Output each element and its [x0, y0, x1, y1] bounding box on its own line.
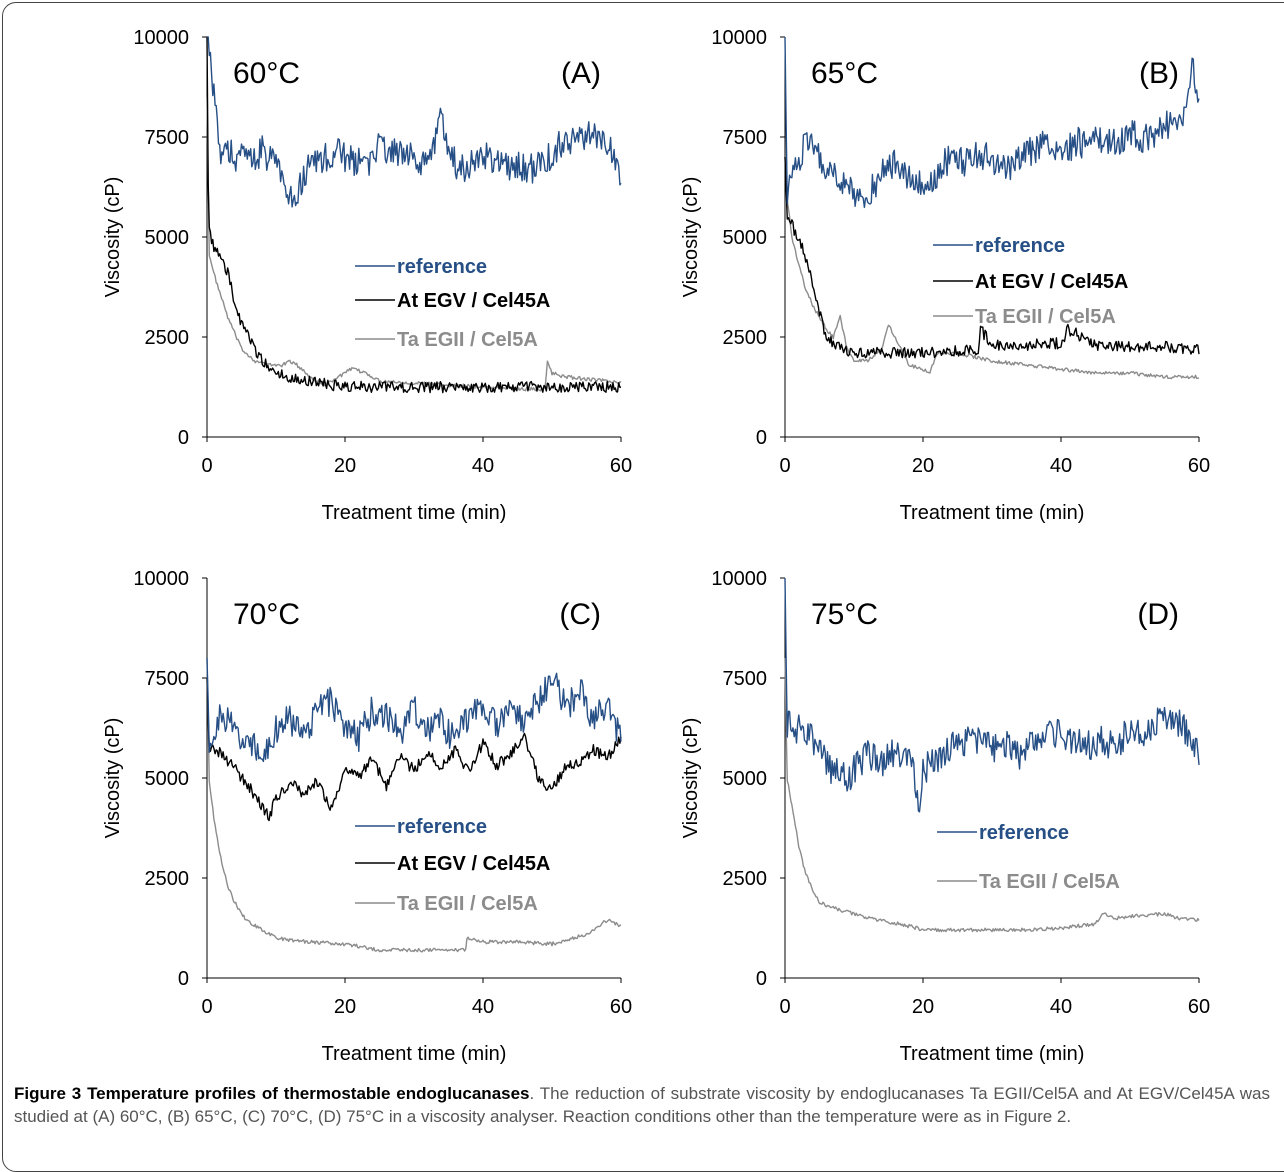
panel-letter: (B) — [1139, 57, 1179, 90]
panel-letter: (A) — [561, 57, 601, 90]
y-tick-label: 2500 — [145, 868, 190, 890]
legend-label: reference — [975, 235, 1065, 257]
legend-label: At EGV / Cel45A — [975, 271, 1128, 293]
x-tick-label: 40 — [472, 455, 494, 477]
series-line-ta-egii-cel5a — [784, 657, 1200, 933]
y-tick-label: 2500 — [145, 327, 190, 349]
chart-panel-c: 0 2500 5000 7500 10000 0 20 40 60 Treatment time … — [102, 568, 632, 1065]
x-tick-label: 40 — [472, 996, 494, 1018]
temperature-label: 75°C — [811, 598, 878, 631]
x-tick-label: 0 — [201, 996, 212, 1018]
y-tick-label: 0 — [756, 968, 767, 990]
y-axis-title: Viscosity (cP) — [102, 718, 124, 839]
y-tick-label: 7500 — [145, 668, 190, 690]
x-tick-label: 20 — [334, 996, 356, 1018]
series-line-ta-egii-cel5a — [784, 156, 1200, 380]
x-axis-title: Treatment time (min) — [322, 502, 507, 524]
chart-panel-d: 0 2500 5000 7500 10000 0 20 40 60 Treatment time … — [680, 568, 1210, 1065]
x-axis-title: Treatment time (min) — [900, 1043, 1085, 1065]
y-tick-label: 10000 — [133, 27, 189, 49]
y-tick-label: 2500 — [723, 327, 768, 349]
legend-label: reference — [979, 822, 1069, 844]
x-tick-label: 40 — [1050, 455, 1072, 477]
y-tick-label: 7500 — [723, 127, 768, 149]
y-tick-label: 2500 — [723, 868, 768, 890]
x-tick-label: 0 — [779, 455, 790, 477]
y-axis-title: Viscosity (cP) — [102, 177, 124, 298]
x-tick-label: 60 — [1188, 996, 1210, 1018]
y-tick-label: 10000 — [711, 568, 767, 590]
legend-label: Ta EGII / Cel5A — [397, 329, 538, 351]
x-tick-label: 0 — [201, 455, 212, 477]
y-tick-label: 0 — [178, 968, 189, 990]
y-tick-label: 7500 — [723, 668, 768, 690]
legend-label: reference — [397, 816, 487, 838]
chart-panel-a: 0 2500 5000 7500 10000 0 20 40 60 Treatment time … — [102, 27, 632, 524]
series-line-ta-egii-cel5a — [206, 96, 622, 392]
figure-caption: Figure 3 Temperature profiles of thermos… — [14, 1082, 1270, 1128]
x-tick-label: 60 — [1188, 455, 1210, 477]
y-tick-label: 5000 — [145, 227, 190, 249]
series-line-at-egv-cel45a — [206, 677, 622, 822]
legend-label: reference — [397, 256, 487, 278]
x-tick-label: 60 — [610, 455, 632, 477]
x-axis-title: Treatment time (min) — [322, 1043, 507, 1065]
temperature-label: 70°C — [233, 598, 300, 631]
series-line-ta-egii-cel5a — [206, 657, 622, 953]
x-tick-label: 40 — [1050, 996, 1072, 1018]
legend-label: At EGV / Cel45A — [397, 853, 550, 875]
series-line-at-egv-cel45a — [784, 156, 1200, 359]
series-line-reference — [206, 657, 622, 763]
panel-letter: (C) — [559, 598, 601, 631]
caption-label: Figure 3 Temperature profiles of thermos… — [14, 1084, 530, 1103]
series-line-at-egv-cel45a — [206, 36, 622, 394]
y-tick-label: 10000 — [711, 27, 767, 49]
y-tick-label: 5000 — [723, 227, 768, 249]
panel-letter: (D) — [1137, 598, 1179, 631]
x-axis-title: Treatment time (min) — [900, 502, 1085, 524]
y-tick-label: 5000 — [723, 768, 768, 790]
x-tick-label: 20 — [912, 996, 934, 1018]
legend-label: Ta EGII / Cel5A — [397, 893, 538, 915]
x-tick-label: 20 — [334, 455, 356, 477]
series-line-reference — [784, 577, 1200, 813]
y-axis-title: Viscosity (cP) — [680, 718, 702, 839]
temperature-label: 60°C — [233, 57, 300, 90]
legend-label: Ta EGII / Cel5A — [975, 306, 1116, 328]
y-tick-label: 7500 — [145, 127, 190, 149]
temperature-label: 65°C — [811, 57, 878, 90]
legend-label: At EGV / Cel45A — [397, 290, 550, 312]
x-tick-label: 20 — [912, 455, 934, 477]
caption-text: . The reduction of substrate viscosity b… — [14, 1084, 1270, 1126]
chart-panel-b: 0 2500 5000 7500 10000 0 20 40 60 Treatment time … — [680, 27, 1210, 524]
y-tick-label: 0 — [756, 427, 767, 449]
figure-panels: 0 2500 5000 7500 10000 0 20 40 60 Treatment time … — [102, 27, 1210, 1065]
x-tick-label: 0 — [779, 996, 790, 1018]
y-tick-label: 0 — [178, 427, 189, 449]
legend-label: Ta EGII / Cel5A — [979, 871, 1120, 893]
series-line-reference — [784, 36, 1200, 209]
y-axis-title: Viscosity (cP) — [680, 177, 702, 298]
y-tick-label: 10000 — [133, 568, 189, 590]
series-line-reference — [207, 36, 622, 208]
y-tick-label: 5000 — [145, 768, 190, 790]
x-tick-label: 60 — [610, 996, 632, 1018]
